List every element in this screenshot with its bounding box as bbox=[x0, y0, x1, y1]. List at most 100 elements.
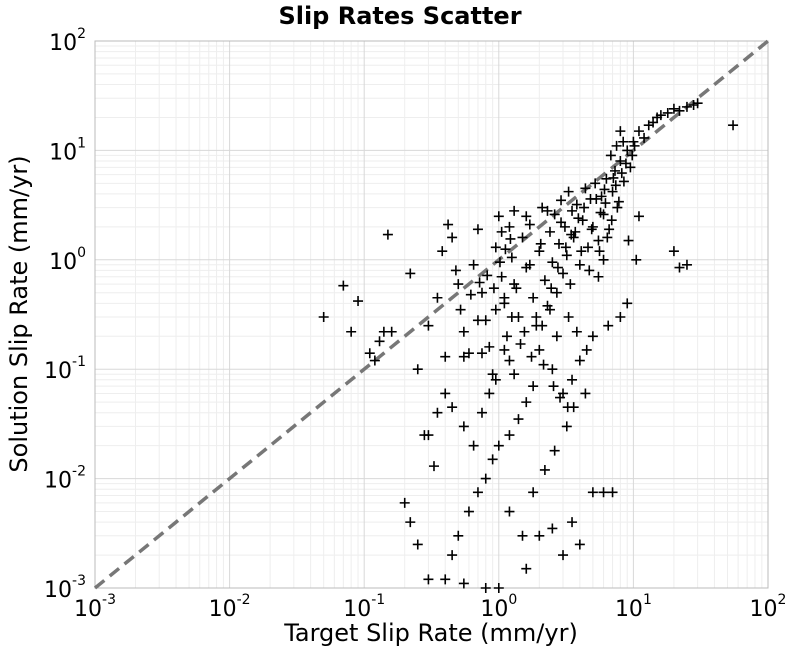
data-point bbox=[517, 530, 528, 541]
data-point bbox=[607, 487, 618, 498]
data-point bbox=[627, 150, 638, 161]
data-point bbox=[537, 202, 548, 213]
data-point bbox=[463, 506, 474, 517]
data-point bbox=[674, 105, 685, 116]
data-point bbox=[500, 244, 511, 255]
data-point bbox=[432, 292, 443, 303]
data-point bbox=[493, 440, 504, 451]
data-point bbox=[443, 219, 454, 230]
data-point bbox=[674, 262, 685, 273]
data-point bbox=[447, 550, 458, 561]
data-point bbox=[526, 351, 537, 362]
data-point bbox=[506, 252, 517, 263]
data-point bbox=[534, 530, 545, 541]
data-point bbox=[494, 257, 505, 268]
data-point bbox=[524, 219, 535, 230]
data-point bbox=[463, 348, 474, 359]
data-point bbox=[353, 296, 364, 307]
data-point bbox=[573, 213, 584, 224]
data-point bbox=[318, 312, 329, 323]
data-point bbox=[662, 107, 673, 118]
data-point bbox=[558, 268, 569, 279]
data-point bbox=[423, 574, 434, 585]
data-point bbox=[505, 233, 516, 244]
data-point bbox=[535, 238, 546, 249]
data-point bbox=[598, 254, 609, 265]
data-point bbox=[631, 254, 642, 265]
data-point bbox=[580, 183, 591, 194]
y-tick-label: 101 bbox=[49, 135, 86, 165]
data-point bbox=[487, 454, 498, 465]
data-point bbox=[567, 205, 578, 216]
data-point bbox=[607, 186, 618, 197]
data-point bbox=[562, 402, 573, 413]
data-point bbox=[480, 473, 491, 484]
plot-frame bbox=[94, 40, 769, 589]
data-point bbox=[571, 326, 582, 337]
data-point bbox=[519, 326, 530, 337]
y-tick-label: 10-3 bbox=[44, 573, 86, 603]
data-point bbox=[490, 304, 501, 315]
data-point bbox=[480, 583, 491, 593]
data-point bbox=[547, 257, 558, 268]
data-point bbox=[594, 246, 605, 257]
data-point bbox=[639, 132, 650, 143]
data-point bbox=[556, 217, 567, 228]
data-point bbox=[405, 268, 416, 279]
data-point bbox=[563, 312, 574, 323]
data-point bbox=[511, 283, 522, 294]
data-point bbox=[465, 289, 476, 300]
data-point bbox=[399, 497, 410, 508]
data-point bbox=[553, 238, 564, 249]
data-point bbox=[546, 283, 557, 294]
data-point bbox=[555, 392, 566, 403]
data-point bbox=[405, 517, 416, 528]
data-point bbox=[440, 574, 451, 585]
data-point bbox=[610, 180, 621, 191]
data-point bbox=[548, 381, 559, 392]
data-point bbox=[382, 229, 393, 240]
data-point bbox=[551, 287, 562, 298]
data-point bbox=[534, 246, 545, 257]
data-point bbox=[484, 388, 495, 399]
data-point bbox=[346, 326, 357, 337]
data-point bbox=[681, 259, 692, 270]
data-point bbox=[531, 312, 542, 323]
data-point bbox=[458, 578, 469, 589]
data-point bbox=[728, 120, 739, 131]
data-point bbox=[499, 292, 510, 303]
x-tick-label: 102 bbox=[750, 592, 787, 622]
data-point bbox=[648, 117, 659, 128]
data-point bbox=[501, 331, 512, 342]
data-point bbox=[633, 126, 644, 137]
data-point bbox=[528, 292, 539, 303]
x-axis-label: Target Slip Rate (mm/yr) bbox=[283, 619, 578, 647]
data-point bbox=[458, 326, 469, 337]
data-point bbox=[590, 178, 601, 189]
data-point bbox=[622, 298, 633, 309]
data-point bbox=[504, 430, 515, 441]
data-point bbox=[472, 487, 483, 498]
data-point bbox=[598, 487, 609, 498]
data-point bbox=[552, 262, 563, 273]
data-point bbox=[567, 374, 578, 385]
data-point bbox=[484, 341, 495, 352]
data-point bbox=[374, 336, 385, 347]
x-tick-label: 10-3 bbox=[74, 592, 116, 622]
data-point bbox=[586, 224, 597, 235]
data-point bbox=[608, 172, 619, 183]
data-point bbox=[378, 326, 389, 337]
data-point bbox=[504, 221, 515, 232]
data-point bbox=[521, 211, 532, 222]
data-point bbox=[601, 173, 612, 184]
data-point bbox=[579, 202, 590, 213]
data-point bbox=[513, 414, 524, 425]
minor-gridlines bbox=[95, 41, 768, 588]
data-point bbox=[581, 344, 592, 355]
data-point bbox=[515, 338, 526, 349]
data-point bbox=[577, 215, 588, 226]
y-tick-label: 100 bbox=[49, 245, 86, 275]
data-point bbox=[615, 156, 626, 167]
data-point bbox=[622, 145, 633, 156]
data-point bbox=[521, 397, 532, 408]
